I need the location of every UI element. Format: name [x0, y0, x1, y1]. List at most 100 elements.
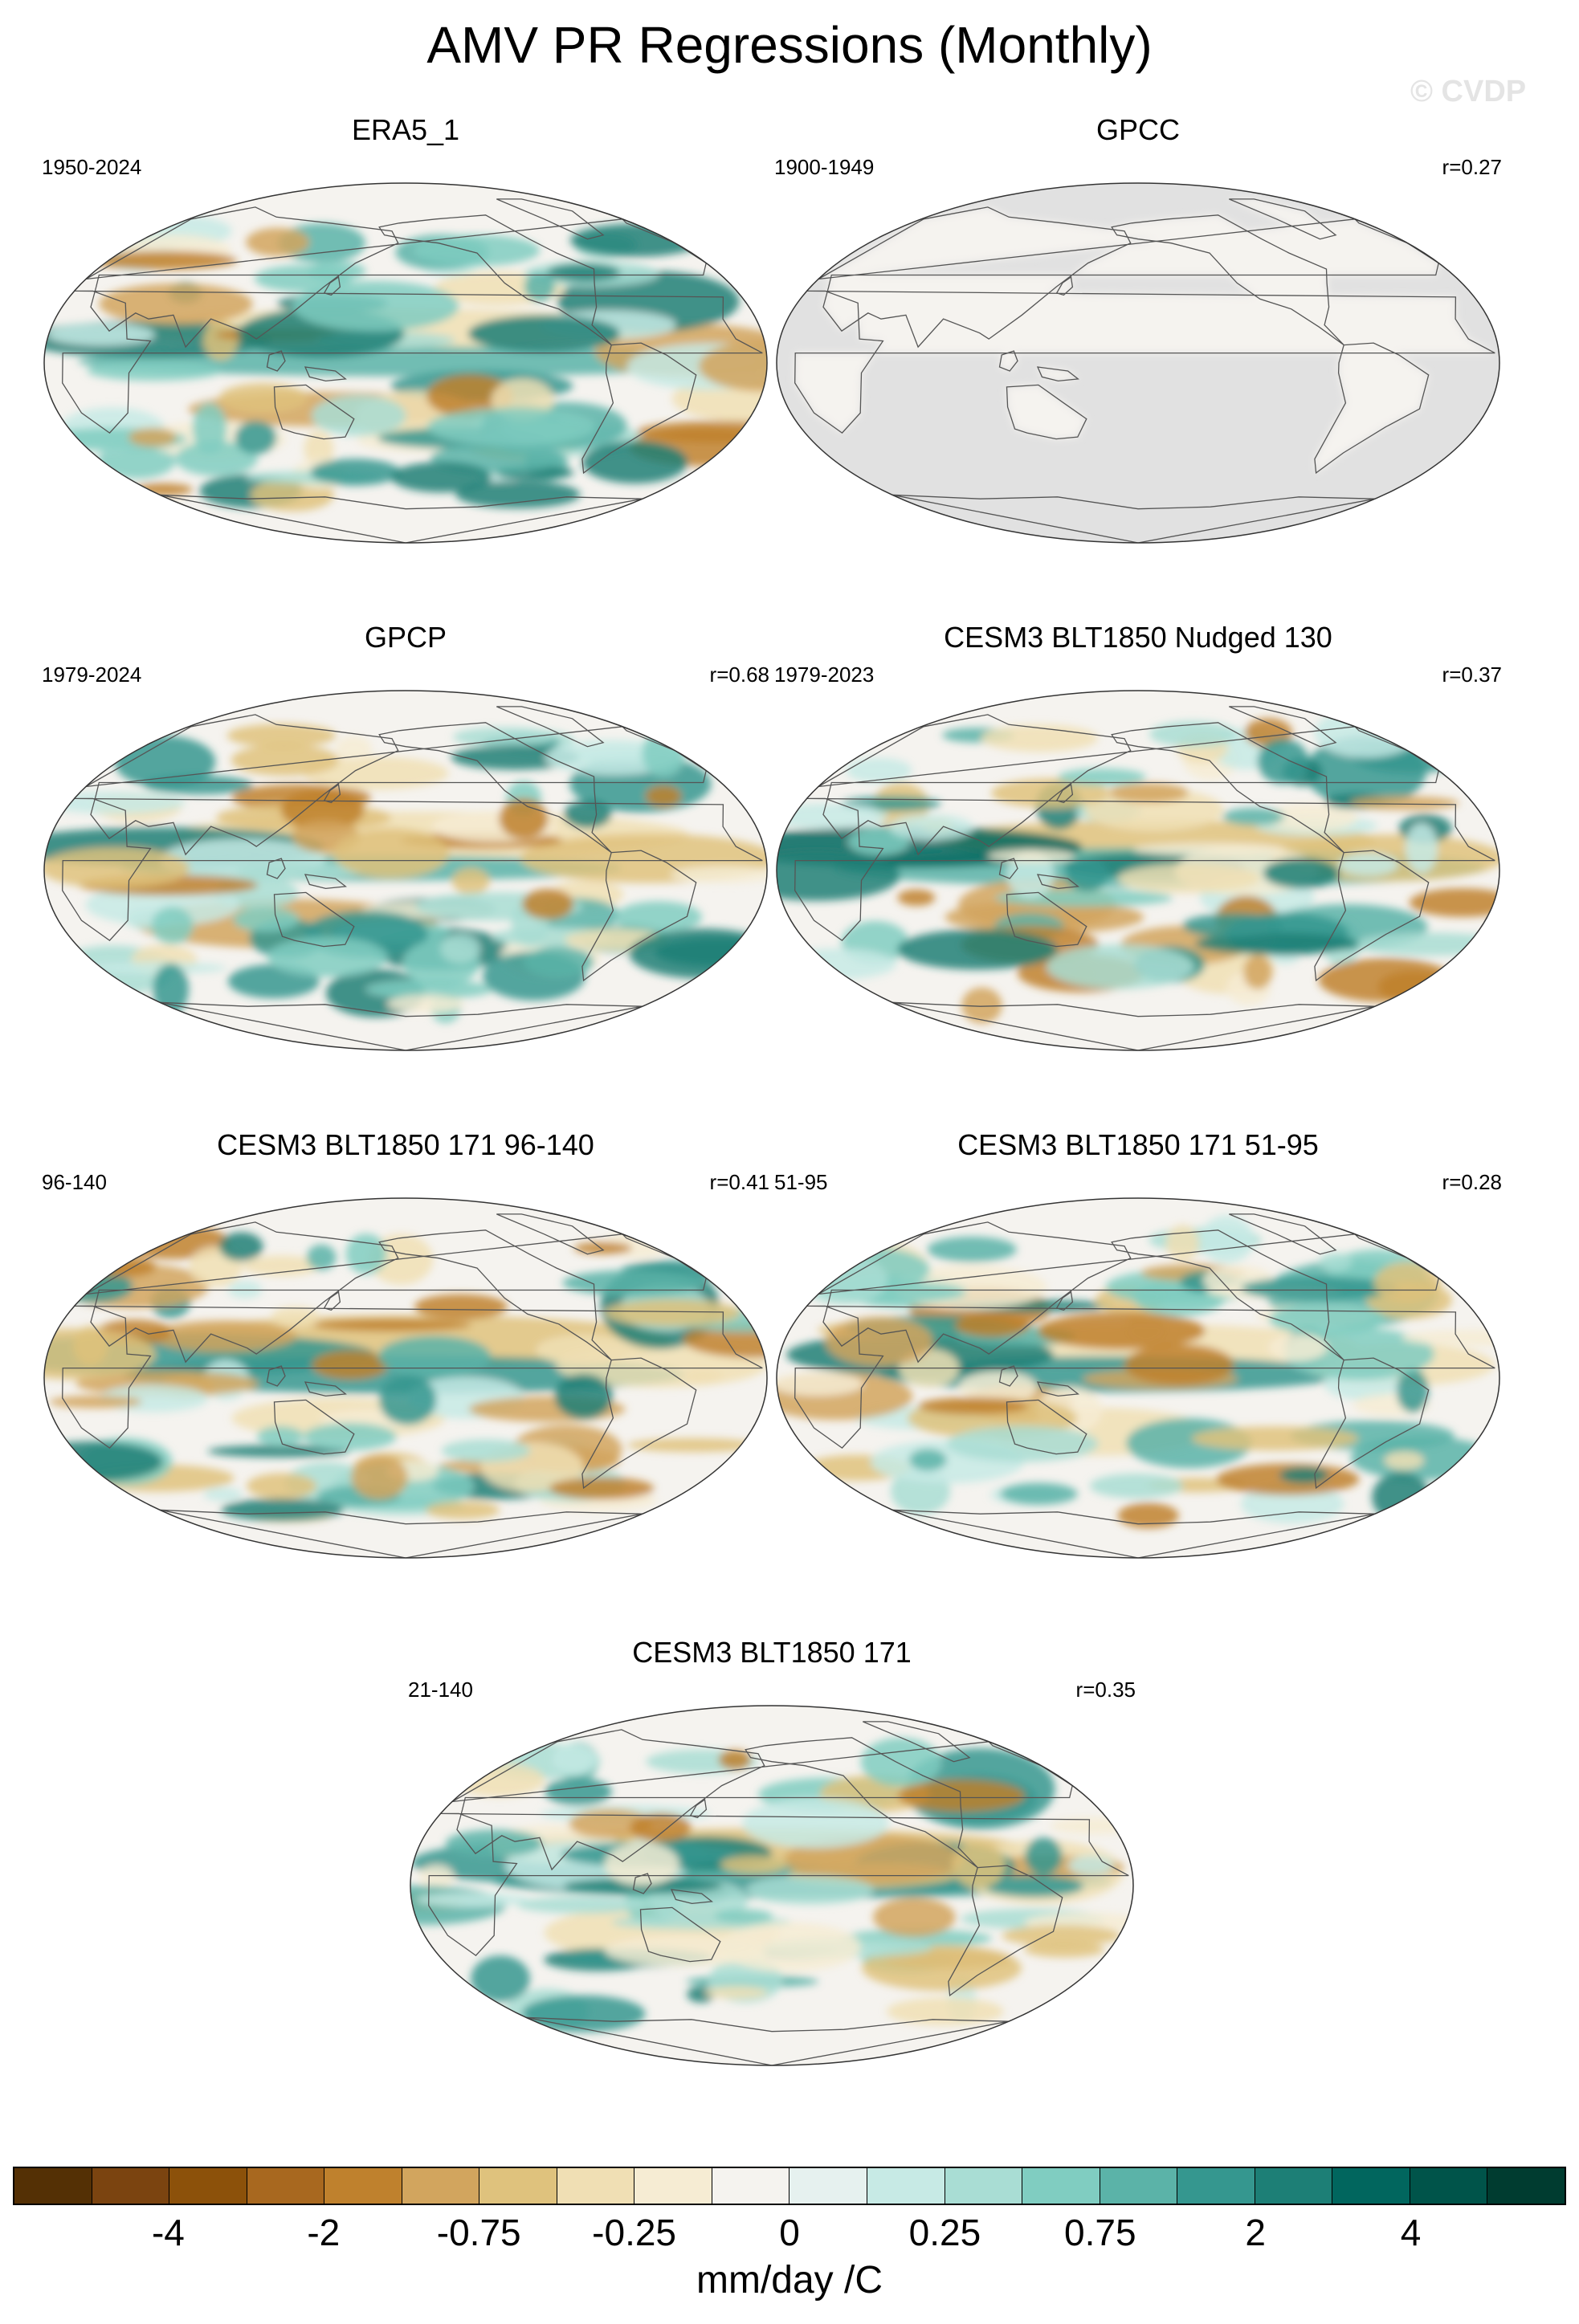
colorbar-swatch	[557, 2168, 635, 2204]
anomaly-blob	[467, 315, 621, 353]
anomaly-blob	[1089, 1473, 1184, 1498]
colorbar-swatch	[92, 2168, 170, 2204]
anomaly-blob	[333, 828, 449, 879]
anomaly-blob	[1268, 1333, 1328, 1362]
anomaly-blob	[1067, 1855, 1115, 1876]
anomaly-blob	[1000, 1482, 1078, 1505]
coastline-south-america	[1314, 342, 1430, 475]
colorbar-tick-label: 0.25	[908, 2212, 981, 2253]
anomaly-blob	[897, 889, 936, 907]
land-fill-south-america	[1314, 343, 1429, 473]
colorbar-swatch	[1255, 2168, 1333, 2204]
anomaly-blob	[873, 1898, 956, 1937]
anomaly-blob	[419, 1865, 455, 1889]
panel-title: CESM3 BLT1850 171	[632, 1636, 912, 1669]
coastline-greenland	[1229, 1213, 1337, 1255]
panel-title: GPCC	[1096, 113, 1180, 146]
anomaly-blob	[387, 994, 464, 1013]
anomaly-blob	[1200, 1215, 1255, 1264]
coastline-antarctica	[892, 1509, 1375, 1558]
coastline-japan	[1055, 1290, 1074, 1311]
anomaly-blob	[302, 756, 449, 790]
anomaly-blob	[1338, 853, 1399, 876]
anomaly-blob	[451, 744, 580, 770]
anomaly-blob	[564, 800, 612, 829]
anomaly-blob	[1384, 1451, 1424, 1470]
anomaly-blob	[961, 987, 1002, 1024]
anomaly-blob	[742, 1797, 889, 1849]
anomaly-blob	[860, 1737, 941, 1787]
coastline-japan	[1055, 783, 1074, 804]
coastline-south-america	[1314, 850, 1430, 982]
anomaly-blob	[471, 1955, 530, 2002]
anomaly-blob	[280, 789, 365, 830]
anomaly-blob	[1243, 954, 1272, 989]
anomaly-blob	[415, 1893, 530, 1907]
anomaly-blob	[517, 1896, 648, 1914]
coastline-north-america	[745, 1737, 978, 1869]
anomaly-blob	[267, 936, 388, 977]
anomaly-blob	[151, 907, 194, 944]
coastline-north-america	[378, 1229, 612, 1361]
coastline-greenland	[496, 198, 605, 240]
map-globe	[776, 690, 1500, 1051]
coastline-antarctica	[892, 1001, 1375, 1050]
panel-title: ERA5_1	[351, 113, 460, 146]
anomaly-blob	[1117, 1502, 1179, 1529]
anomaly-blob	[312, 1350, 390, 1380]
panel-title: GPCP	[364, 621, 447, 654]
panel-title: CESM3 BLT1850 Nudged 130	[944, 621, 1332, 654]
figure-title: AMV PR Regressions (Monthly)	[426, 16, 1153, 74]
anomaly-blob	[203, 320, 239, 361]
coastline-new-guinea	[304, 1381, 347, 1397]
coastline-antarctica	[159, 494, 643, 543]
anomaly-blob	[1354, 932, 1499, 956]
anomaly-blob	[718, 1750, 752, 1770]
coastline-africa	[62, 290, 763, 434]
panel-period: 96-140	[42, 1170, 107, 1194]
coastline-greenland	[1229, 706, 1337, 748]
colorbar-swatch	[945, 2168, 1023, 2204]
map-border	[43, 690, 768, 1051]
coastline-north-america	[378, 722, 612, 854]
anomaly-blob	[699, 340, 767, 392]
anomaly-blob	[351, 1455, 408, 1500]
anomaly-blob	[44, 791, 186, 814]
map-globe	[776, 182, 1500, 544]
anomaly-blob	[247, 1473, 316, 1499]
anomaly-blob	[958, 1371, 1037, 1405]
anomaly-blob	[221, 1498, 344, 1522]
coastline-africa	[62, 797, 763, 941]
anomaly-blob	[304, 430, 334, 467]
anomaly-blob	[1279, 1467, 1328, 1484]
anomaly-blob	[522, 888, 574, 919]
anomaly-blob	[271, 1307, 320, 1327]
coastline-eurasia	[85, 206, 707, 349]
anomaly-blob	[981, 724, 1099, 752]
colorbar-tick-label: 2	[1245, 2212, 1266, 2253]
coastline-australia	[1006, 1399, 1087, 1455]
coastline-eurasia	[818, 714, 1439, 856]
map-border	[776, 690, 1500, 1051]
map-globe	[43, 1197, 768, 1559]
coastline-africa	[62, 1305, 763, 1449]
colorbar-swatch	[634, 2168, 712, 2204]
colorbar-tick-label: 0.75	[1064, 2212, 1136, 2253]
anomaly-blob	[777, 1372, 863, 1396]
colorbar-tick-label: -0.75	[436, 2212, 521, 2253]
coastline-south-america	[948, 1865, 1063, 1997]
anomaly-blob	[454, 1763, 545, 1797]
anomaly-blob	[303, 1423, 397, 1450]
coastline-new-guinea	[1036, 366, 1079, 382]
anomaly-blob	[1124, 1344, 1234, 1385]
anomaly-blob	[390, 462, 492, 493]
colorbar-swatch	[867, 2168, 945, 2204]
anomaly-blob	[1263, 858, 1340, 889]
colorbar-swatch	[1177, 2168, 1255, 2204]
anomaly-blob	[1117, 863, 1260, 894]
anomaly-blob	[954, 1313, 1030, 1337]
anomaly-blob	[1319, 1253, 1353, 1272]
anomaly-blob	[49, 1395, 142, 1409]
coastline-japan	[323, 275, 341, 296]
anomaly-blob	[207, 1445, 350, 1458]
